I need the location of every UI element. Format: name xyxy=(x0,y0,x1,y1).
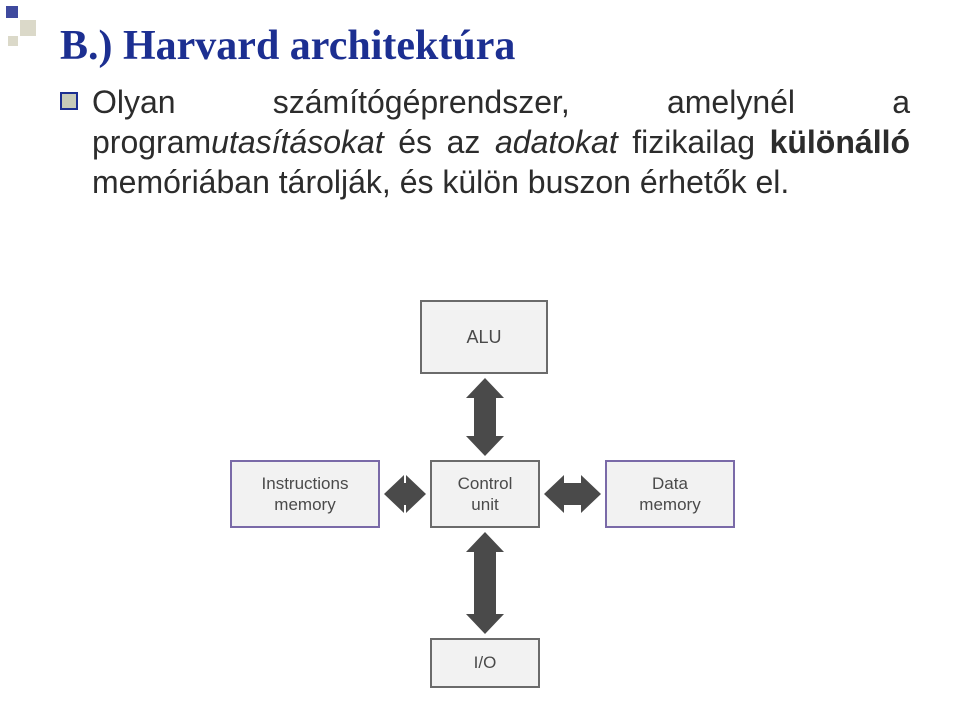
body-paragraph: Olyan számítógéprendszer, amelynél a pro… xyxy=(92,82,910,202)
page-title: B.) Harvard architektúra xyxy=(60,22,910,70)
bullet-icon xyxy=(60,92,78,110)
diagram-arrow-ctrl_io xyxy=(230,300,740,690)
decor-square-1 xyxy=(6,6,18,18)
architecture-diagram: ALUInstructionsmemoryControlunitDatamemo… xyxy=(230,300,740,690)
slide-decor xyxy=(0,0,50,50)
decor-square-2 xyxy=(20,20,36,36)
decor-square-3 xyxy=(8,36,18,46)
